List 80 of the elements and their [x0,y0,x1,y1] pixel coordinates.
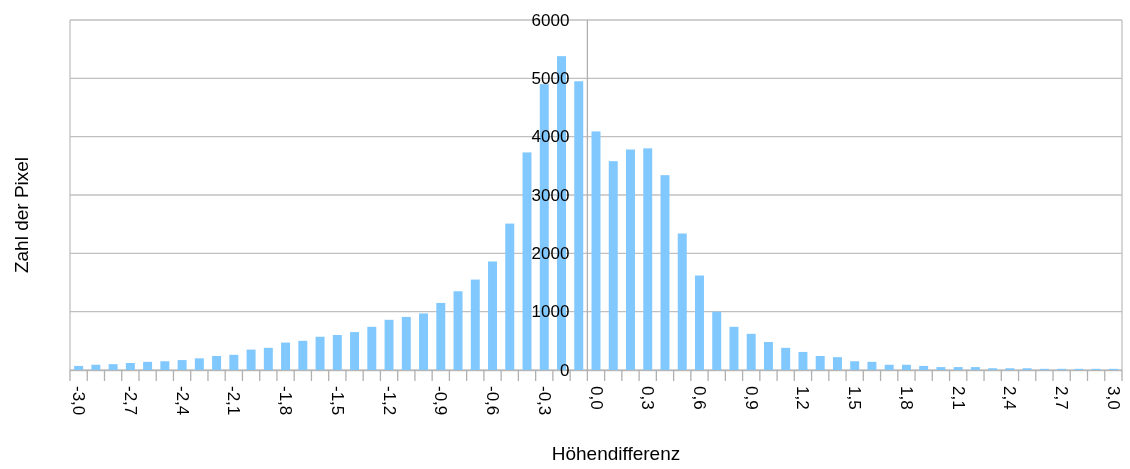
y-tick-label: 1000 [531,302,570,322]
y-tick-label: 2000 [531,243,570,263]
bar [884,364,894,370]
x-tick-label: 1,8 [896,386,916,410]
bar [246,349,256,370]
bar [74,365,84,370]
bar [125,363,135,370]
y-axis-title: Zahl der Pixel [11,156,32,274]
bar [281,342,291,370]
bar [91,364,101,370]
bar [936,367,946,370]
x-tick-label: 0,3 [638,386,658,410]
bar [522,152,532,370]
x-tick-label: 0,6 [689,386,709,410]
y-tick-label: 3000 [531,185,570,205]
x-tick-label: -3,0 [69,386,89,416]
bar [763,342,773,370]
x-tick-label: -2,4 [172,386,192,416]
y-tick-label: 6000 [531,10,570,30]
bar [832,357,842,370]
x-tick-label: 0,0 [586,386,606,410]
bar [177,360,187,370]
bar [505,223,515,370]
bar [194,358,204,370]
bar [419,313,429,370]
bar [298,340,308,370]
x-tick-label: -0,3 [534,386,554,416]
x-tick-label: -2,1 [224,386,244,416]
bar [315,336,325,370]
bar [867,361,877,370]
y-tick-label: 5000 [531,68,570,88]
x-tick-label: 2,4 [1000,386,1020,410]
bar [798,351,808,370]
x-tick-label: 1,5 [845,386,865,410]
x-tick-label: 0,9 [741,386,761,410]
y-tick-label: 0 [559,360,570,380]
bar [401,316,411,370]
bar [970,367,980,370]
bar [694,275,704,370]
x-tick-label: 2,7 [1052,386,1072,410]
bar [367,326,377,370]
bar [436,302,446,370]
bar [953,367,963,370]
bar [781,347,791,370]
bar [332,335,342,370]
bar [470,279,480,370]
bar [660,175,670,370]
bar [712,311,722,370]
x-tick-label: 2,1 [948,386,968,410]
bar [815,356,825,370]
bar [901,364,911,370]
bar [229,354,239,370]
x-tick-label: -2,7 [120,386,140,416]
bar [108,364,118,370]
x-tick-label: -0,6 [483,386,503,416]
bar [350,332,360,370]
bar [384,319,394,370]
bar [212,356,222,370]
bar [729,326,739,370]
bar [488,261,498,370]
x-tick-label: 3,0 [1103,386,1123,410]
bar [453,291,463,370]
bar [608,161,618,370]
x-tick-label: -1,8 [276,386,296,416]
x-tick-label: -1,5 [327,386,347,416]
bar [574,81,584,370]
x-tick-label: 1,2 [793,386,813,410]
bar [850,361,860,370]
bar [643,148,653,370]
bar [677,233,687,370]
x-axis-title: Höhendifferenz [551,443,681,464]
bar [626,149,635,370]
x-tick-label: -1,2 [379,386,399,416]
bar [746,333,756,370]
bar [143,361,153,370]
bar [263,347,273,370]
y-tick-label: 4000 [531,127,570,147]
bar [919,365,929,370]
bar [160,361,170,370]
x-tick-label: -0,9 [431,386,451,416]
